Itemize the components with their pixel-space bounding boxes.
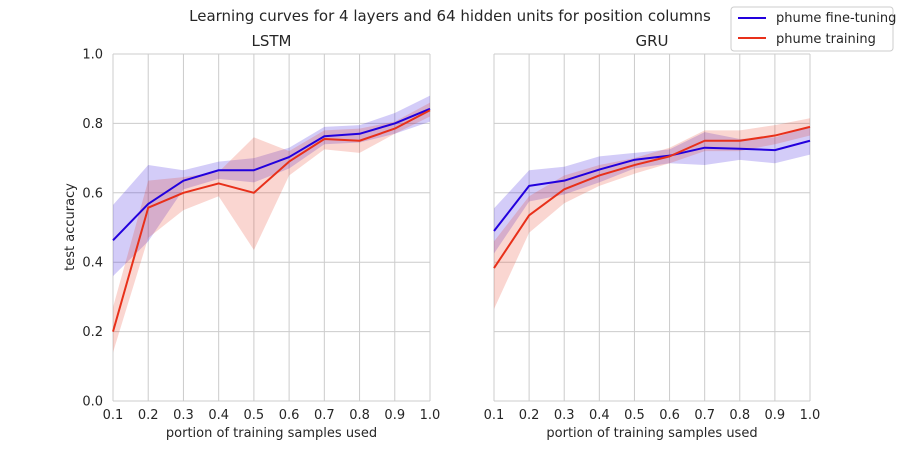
legend-label-fine-tuning: phume fine-tuning bbox=[776, 11, 896, 26]
x-tick-label: 0.9 bbox=[384, 408, 405, 423]
y-axis-label: test accuracy bbox=[63, 183, 78, 271]
y-tick-label: 0.6 bbox=[82, 186, 103, 201]
x-tick-label: 0.3 bbox=[554, 408, 575, 423]
legend-frame bbox=[730, 6, 894, 52]
confidence-band-gru-phume-fine-tuning bbox=[494, 126, 810, 254]
panel-gru-lines bbox=[493, 125, 811, 269]
legend-label-training: phume training bbox=[776, 32, 876, 47]
panel-lstm: LSTM 0.1 0.2 0.3 0.4 0.5 0.6 0.7 0.8 0.9 1.0 0.00… bbox=[63, 32, 440, 441]
panel-gru-xticks: 0.1 0.2 0.3 0.4 0.5 0.6 0.7 0.8 0.9 1.0 bbox=[484, 408, 821, 423]
y-tick-label: 0.2 bbox=[82, 325, 103, 340]
x-tick-label: 0.7 bbox=[694, 408, 715, 423]
series-line-lstm-phume-fine-tuning bbox=[112, 107, 431, 242]
x-tick-label: 0.4 bbox=[589, 408, 610, 423]
panel-gru-bands bbox=[494, 118, 810, 310]
x-tick-label: 0.5 bbox=[624, 408, 645, 423]
confidence-band-gru-phume-training bbox=[494, 118, 810, 310]
x-tick-label: 0.2 bbox=[138, 408, 159, 423]
x-tick-label: 0.5 bbox=[244, 408, 265, 423]
x-tick-label: 0.6 bbox=[279, 408, 300, 423]
y-tick-label: 0.0 bbox=[82, 395, 103, 410]
panel-title-gru: GRU bbox=[635, 32, 668, 50]
legend: phume fine-tuning phume training bbox=[730, 6, 896, 52]
panel-lstm-lines bbox=[112, 107, 431, 332]
x-tick-label: 0.9 bbox=[765, 408, 786, 423]
x-axis-label-gru: portion of training samples used bbox=[546, 426, 757, 441]
x-tick-label: 0.2 bbox=[519, 408, 540, 423]
series-line-gru-phume-training bbox=[493, 125, 811, 269]
x-tick-label: 1.0 bbox=[420, 408, 441, 423]
panel-gru: GRU 0.1 0.2 0.3 0.4 0.5 0.6 0.7 0.8 0.9 1.0 porti… bbox=[484, 32, 821, 441]
confidence-band-lstm-phume-training bbox=[113, 102, 430, 353]
panel-lstm-xticks: 0.1 0.2 0.3 0.4 0.5 0.6 0.7 0.8 0.9 1.0 bbox=[103, 408, 441, 423]
x-axis-label-lstm: portion of training samples used bbox=[166, 426, 377, 441]
y-tick-label: 1.0 bbox=[82, 48, 103, 63]
panel-gru-grid bbox=[493, 53, 811, 402]
panel-lstm-yticks: 0.0 0.2 0.4 0.6 0.8 1.0 bbox=[82, 48, 103, 410]
figure-title: Learning curves for 4 layers and 64 hidd… bbox=[189, 7, 711, 25]
panel-lstm-bands bbox=[113, 95, 430, 353]
x-tick-label: 0.3 bbox=[173, 408, 194, 423]
x-tick-label: 0.4 bbox=[208, 408, 229, 423]
x-tick-label: 1.0 bbox=[800, 408, 821, 423]
series-line-gru-phume-fine-tuning bbox=[493, 139, 811, 232]
x-tick-label: 0.8 bbox=[729, 408, 750, 423]
x-tick-label: 0.1 bbox=[484, 408, 505, 423]
y-tick-label: 0.4 bbox=[82, 256, 103, 271]
x-tick-label: 0.7 bbox=[314, 408, 335, 423]
x-tick-label: 0.6 bbox=[659, 408, 680, 423]
x-tick-label: 0.8 bbox=[349, 408, 370, 423]
panel-title-lstm: LSTM bbox=[252, 32, 292, 50]
y-tick-label: 0.8 bbox=[82, 117, 103, 132]
panel-lstm-grid bbox=[112, 53, 431, 402]
x-tick-label: 0.1 bbox=[103, 408, 124, 423]
series-line-lstm-phume-training bbox=[112, 109, 431, 332]
